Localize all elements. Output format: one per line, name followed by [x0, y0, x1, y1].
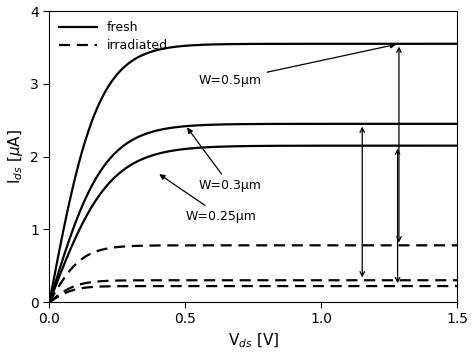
X-axis label: V$_{ds}$ [V]: V$_{ds}$ [V]: [228, 332, 279, 350]
Y-axis label: I$_{ds}$ [$\mu$A]: I$_{ds}$ [$\mu$A]: [6, 129, 25, 184]
Text: W=0.3μm: W=0.3μm: [188, 129, 262, 192]
Legend: fresh, irradiated: fresh, irradiated: [55, 17, 172, 56]
Text: W=0.5μm: W=0.5μm: [199, 43, 395, 87]
Text: W=0.25μm: W=0.25μm: [160, 175, 256, 223]
